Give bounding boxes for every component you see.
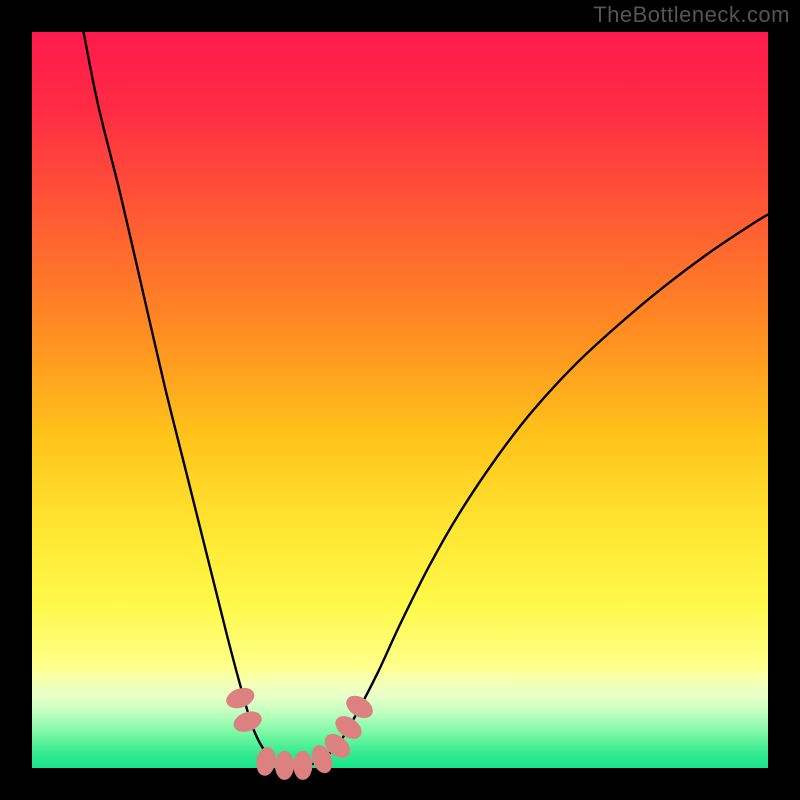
chart-frame: TheBottleneck.com: [0, 0, 800, 800]
data-marker: [294, 751, 312, 779]
data-marker: [275, 751, 293, 779]
watermark-text: TheBottleneck.com: [593, 2, 790, 28]
bottleneck-chart: [0, 0, 800, 800]
